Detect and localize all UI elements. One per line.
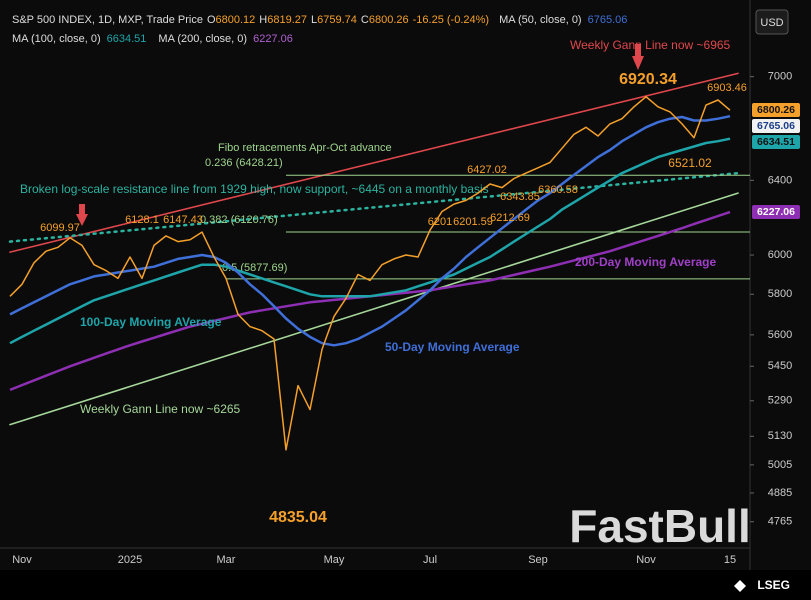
x-tick-label: Nov: [12, 554, 32, 566]
fib-label: 0.382 (6120.76): [200, 214, 278, 226]
legend-text: MA (100, close, 0): [12, 33, 101, 45]
legend-text: H: [259, 14, 267, 26]
legend-text: 6765.06: [588, 14, 628, 26]
ma-line: [9, 210, 731, 392]
legend-text: MA (50, close, 0): [499, 14, 582, 26]
x-tick-label: Sep: [528, 554, 548, 566]
y-tick-label: 5450: [768, 360, 792, 372]
watermark: FastBull: [569, 500, 750, 552]
trendline-label: Weekly Gann Line now ~6965: [570, 38, 731, 52]
price-tag-label: 6765.06: [757, 120, 795, 132]
source-logo: [734, 580, 746, 592]
price-label: 6128.1: [125, 214, 159, 226]
price-label: 6427.02: [467, 164, 507, 176]
ma-line: [9, 114, 731, 347]
currency: USD: [760, 17, 783, 29]
y-tick-label: 5600: [768, 329, 792, 341]
currency-box[interactable]: [755, 9, 789, 35]
legend-text: 6800.12: [216, 14, 256, 26]
legend-text: C: [361, 14, 369, 26]
price-label: 4835.04: [269, 509, 327, 526]
price-tag: [752, 205, 800, 219]
y-tick-label: 6400: [768, 174, 792, 186]
fib-label: 0.236 (6428.21): [205, 157, 283, 169]
y-tick-label: 5290: [768, 395, 792, 407]
price-label: 6212.69: [490, 212, 530, 224]
fib-title: Fibo retracements Apr-Oct advance: [218, 142, 392, 154]
legend-text: MA (200, close, 0): [158, 33, 247, 45]
arrow: [635, 44, 641, 56]
price-label: 6147.43: [163, 214, 203, 226]
price-line: [9, 95, 731, 451]
ma-label: 100-Day Moving AVerage: [80, 315, 222, 329]
source: LSEG: [757, 578, 790, 592]
price-tag-label: 6634.51: [757, 136, 795, 148]
x-tick-label: May: [324, 554, 345, 566]
price-tag-label: 6227.06: [757, 206, 795, 218]
price-tag-label: 6800.26: [757, 104, 795, 116]
y-tick-label: 4765: [768, 516, 792, 528]
price-label: 6903.46: [707, 82, 747, 94]
x-tick-label: Jul: [423, 554, 437, 566]
y-tick-label: 5005: [768, 459, 792, 471]
price-label: 6201: [428, 216, 452, 228]
legend-text: S&P 500 INDEX, 1D, MXP, Trade Price: [12, 14, 203, 26]
price-label: 6343.85: [500, 191, 540, 203]
x-tick-label: Nov: [636, 554, 656, 566]
legend-text: L: [311, 14, 317, 26]
legend-text: O: [207, 14, 216, 26]
y-tick-label: 4885: [768, 487, 792, 499]
price-tag: [752, 135, 800, 149]
price-label: 6201.59: [453, 216, 493, 228]
trendline-label: Broken log-scale resistance line from 19…: [20, 182, 489, 196]
ma-label: 200-Day Moving Average: [575, 255, 716, 269]
x-tick-label: 2025: [118, 554, 142, 566]
footer-bar: [0, 570, 811, 600]
trendline: [9, 192, 739, 426]
price-tag: [752, 119, 800, 133]
legend-text: -16.25 (-0.24%): [413, 14, 489, 26]
y-tick-label: 5130: [768, 430, 792, 442]
x-tick-label: Mar: [217, 554, 236, 566]
ma-label: 50-Day Moving Average: [385, 340, 520, 354]
arrow: [632, 56, 644, 70]
price-label: 6920.34: [619, 71, 677, 88]
legend-text: 6227.06: [253, 33, 293, 45]
legend-text: 6800.26: [369, 14, 409, 26]
price-label: 6099.97: [40, 222, 80, 234]
price-label: 6521.02: [668, 156, 712, 170]
trendline: [9, 72, 739, 253]
ma-line: [9, 137, 731, 345]
arrow: [76, 214, 88, 226]
trendline-label: Weekly Gann Line now ~6265: [80, 402, 241, 416]
y-tick-label: 7000: [768, 71, 792, 83]
arrow: [79, 204, 85, 214]
legend-text: 6759.74: [317, 14, 357, 26]
legend-text: 6634.51: [107, 33, 147, 45]
legend-text: 6819.27: [267, 14, 307, 26]
y-tick-label: 5800: [768, 288, 792, 300]
y-tick-label: 6000: [768, 249, 792, 261]
x-tick-label: 15: [724, 554, 736, 566]
trendline: [8, 171, 740, 243]
price-tag: [752, 103, 800, 117]
price-label: 6360.58: [538, 184, 578, 196]
